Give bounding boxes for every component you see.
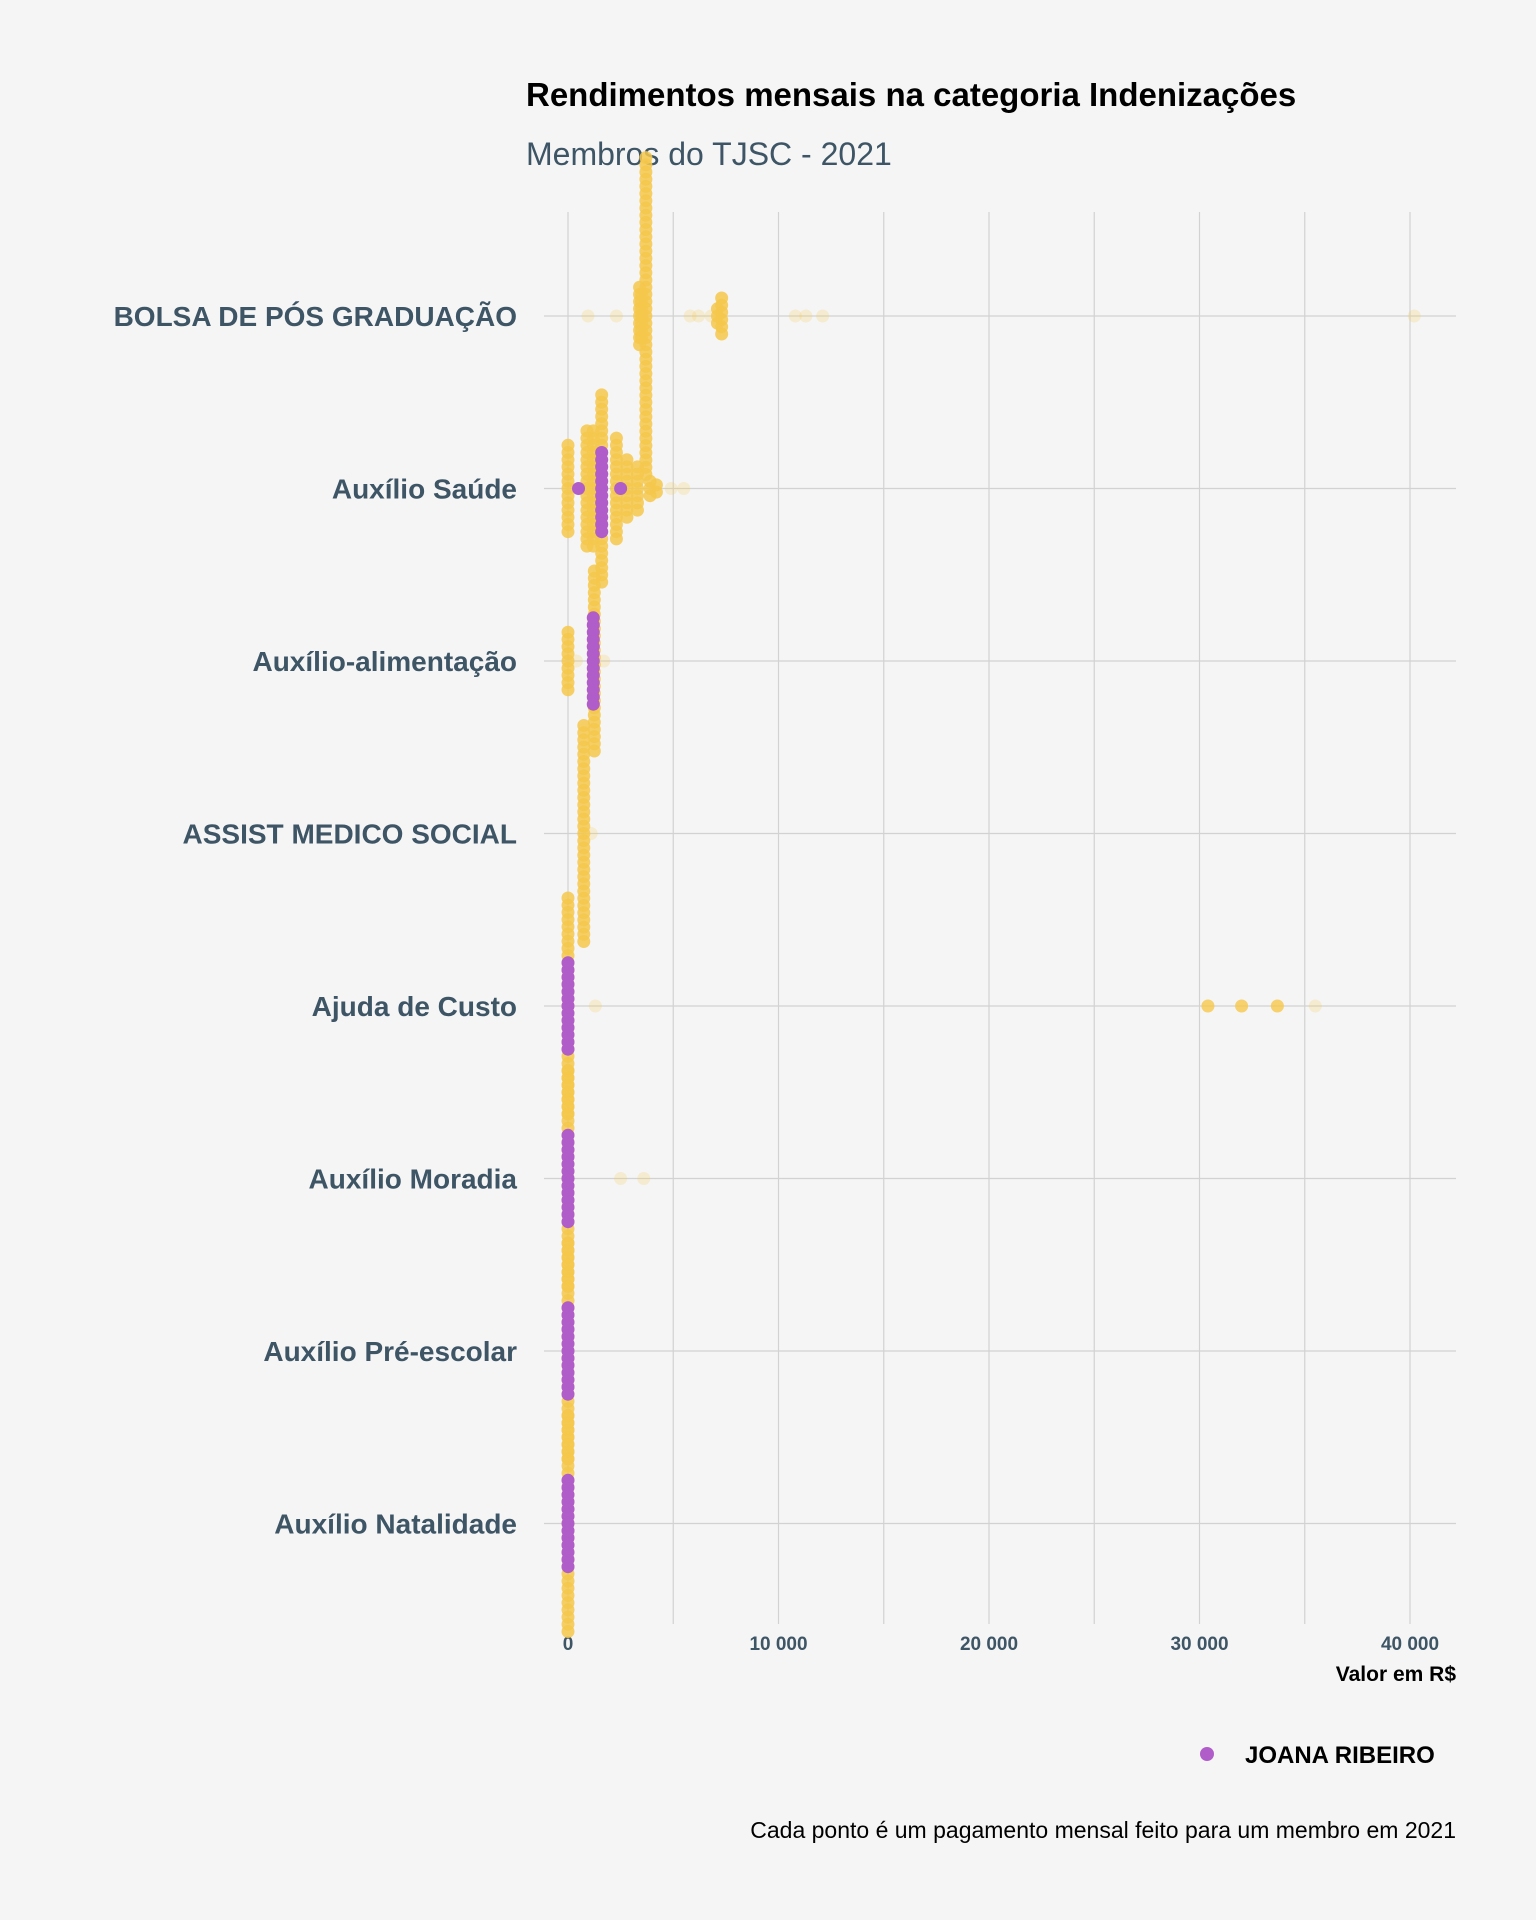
data-point-highlight (561, 1042, 575, 1056)
data-point-highlight (614, 482, 628, 495)
data-point-highlight (586, 697, 600, 711)
data-point-highlight (572, 482, 586, 495)
x-tick-label: 10 000 (749, 1634, 807, 1655)
data-point-outlier (581, 309, 595, 323)
data-point-highlight (561, 1560, 575, 1574)
data-point (620, 510, 634, 524)
grid-lines (544, 212, 1456, 1624)
x-axis-tick-labels: 0 10 000 20 000 30 000 40 000 (563, 1634, 1439, 1655)
x-axis-title: Valor em R$ (1336, 1663, 1457, 1686)
category-label: Auxílio-alimentação (252, 646, 517, 677)
data-point (710, 316, 724, 330)
data-point-high-value (1235, 999, 1249, 1013)
data-point (561, 1625, 575, 1638)
x-tick-label: 30 000 (1170, 1634, 1228, 1655)
data-point-high-value (1270, 999, 1284, 1013)
x-tick-label: 0 (563, 1634, 574, 1655)
data-point (561, 683, 575, 697)
category-label: Auxílio Moradia (309, 1164, 518, 1195)
data-point-outlier (1308, 999, 1322, 1013)
category-label: Ajuda de Custo (312, 991, 517, 1022)
data-point-outlier (588, 999, 602, 1013)
chart-subtitle: Membros do TJSC - 2021 (526, 136, 892, 172)
data-point-outlier (816, 309, 830, 323)
data-point (609, 532, 623, 546)
data-point (649, 485, 663, 499)
data-point-outlier (609, 309, 623, 323)
data-point (561, 525, 575, 539)
category-label: Auxílio Natalidade (274, 1509, 517, 1540)
data-point (580, 539, 594, 553)
data-point-outlier (664, 482, 678, 495)
data-point-highlight (561, 1387, 575, 1401)
data-point (635, 331, 649, 345)
data-point-highlight (595, 446, 609, 459)
category-labels: BOLSA DE PÓS GRADUAÇÃO Auxílio Saúde Auxíl… (114, 301, 518, 1540)
data-point (715, 327, 729, 341)
x-tick-label: 20 000 (960, 1634, 1018, 1655)
legend: JOANA RIBEIRO (1200, 1742, 1435, 1769)
data-point-highlight (561, 1215, 575, 1229)
data-point (630, 503, 644, 517)
data-point-high-value (1201, 999, 1215, 1013)
data-point (577, 935, 591, 948)
data-point-outlier (677, 482, 691, 495)
data-points (561, 151, 1421, 1638)
data-point-highlight (595, 525, 609, 539)
category-label: ASSIST MEDICO SOCIAL (183, 819, 517, 850)
data-point-outlier (788, 309, 802, 323)
category-label: Auxílio Saúde (332, 474, 517, 505)
x-tick-label: 40 000 (1381, 1634, 1439, 1655)
category-label: Auxílio Pré-escolar (263, 1336, 517, 1367)
legend-label: JOANA RIBEIRO (1245, 1742, 1435, 1769)
data-point-outlier (692, 309, 706, 323)
data-point-outlier (614, 1172, 628, 1185)
data-point-outlier (637, 1172, 651, 1185)
data-point-outlier (1407, 309, 1421, 323)
data-point (587, 744, 601, 758)
chart-title: Rendimentos mensais na categoria Indeniz… (526, 76, 1296, 113)
data-point-outlier (799, 309, 813, 323)
legend-marker (1200, 1747, 1214, 1761)
chart-caption: Cada ponto é um pagamento mensal feito p… (750, 1817, 1456, 1843)
category-label: BOLSA DE PÓS GRADUAÇÃO (114, 301, 517, 332)
data-point-outlier (683, 309, 697, 323)
